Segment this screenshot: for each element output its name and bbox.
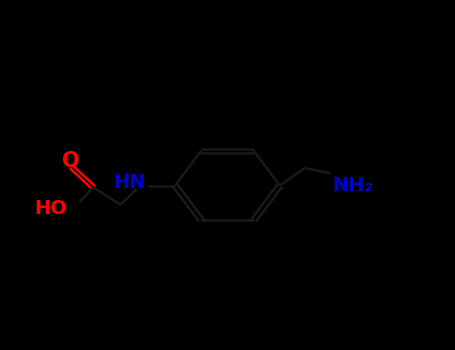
Text: HO: HO: [34, 199, 67, 218]
Text: HN: HN: [113, 173, 146, 191]
Text: O: O: [62, 150, 79, 171]
Text: NH₂: NH₂: [332, 176, 373, 195]
